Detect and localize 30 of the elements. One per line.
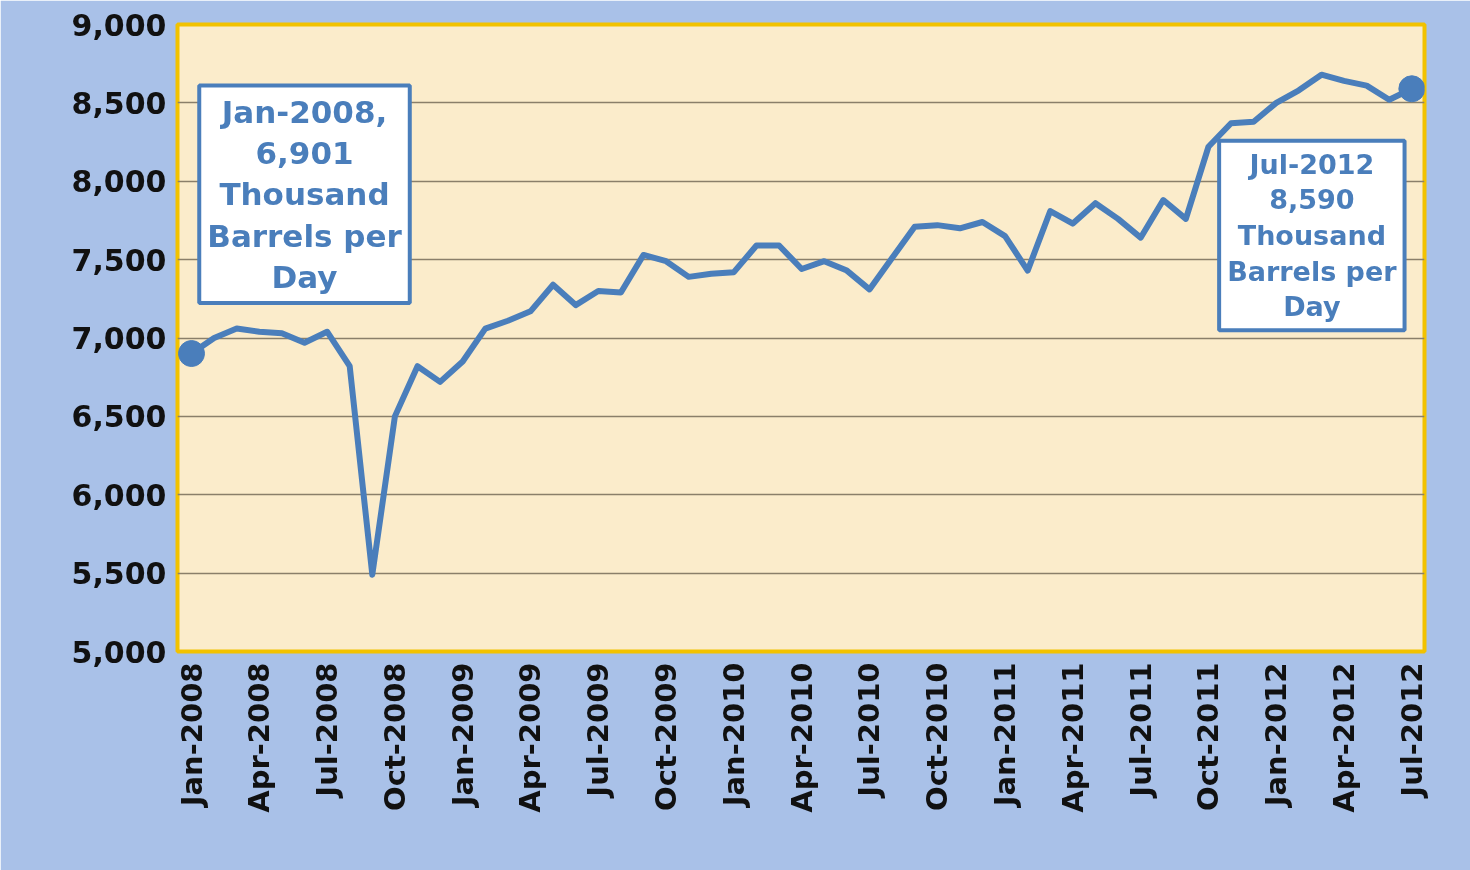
x-tick-label: Jul-2010 [852, 662, 887, 799]
x-tick-label: Jul-2008 [310, 662, 345, 799]
x-tick-label: Jan-2010 [716, 662, 751, 809]
annotation: Jan-2008, 6,901 Thousand Barrels per Day [207, 93, 403, 296]
y-tick-label: 5,500 [71, 556, 167, 592]
x-tick-label: Jan-2012 [1259, 662, 1294, 809]
x-tick-label: Oct-2010 [920, 662, 955, 811]
y-tick-label: 8,000 [71, 164, 167, 200]
y-tick-label: 7,000 [71, 321, 167, 356]
x-tick-label: Jul-2009 [581, 662, 616, 799]
x-tick-label: Apr-2011 [1055, 662, 1090, 813]
x-tick-label: Jul-2012 [1394, 662, 1429, 799]
x-tick-label: Apr-2012 [1327, 662, 1362, 813]
x-tick-label: Jan-2011 [988, 662, 1023, 809]
x-tick-label: Oct-2011 [1191, 662, 1226, 811]
x-tick-label: Apr-2009 [513, 662, 548, 813]
y-tick-label: 7,500 [71, 242, 167, 278]
y-tick-label: 6,500 [71, 399, 167, 435]
y-tick-label: 8,500 [71, 85, 167, 121]
y-tick-label: 9,000 [71, 7, 167, 43]
x-tick-label: Jul-2011 [1123, 662, 1158, 799]
x-tick-label: Apr-2010 [784, 662, 819, 813]
x-tick-label: Oct-2008 [377, 662, 412, 811]
x-tick-label: Jan-2008 [174, 662, 209, 809]
x-tick-label: Oct-2009 [649, 662, 684, 811]
annotation: Jul-2012 8,590 Thousand Barrels per Day [1227, 148, 1398, 323]
y-tick-label: 6,000 [71, 477, 167, 513]
x-tick-label: Jan-2009 [445, 662, 480, 809]
y-tick-label: 5,000 [71, 634, 167, 670]
x-tick-label: Apr-2008 [242, 662, 277, 813]
